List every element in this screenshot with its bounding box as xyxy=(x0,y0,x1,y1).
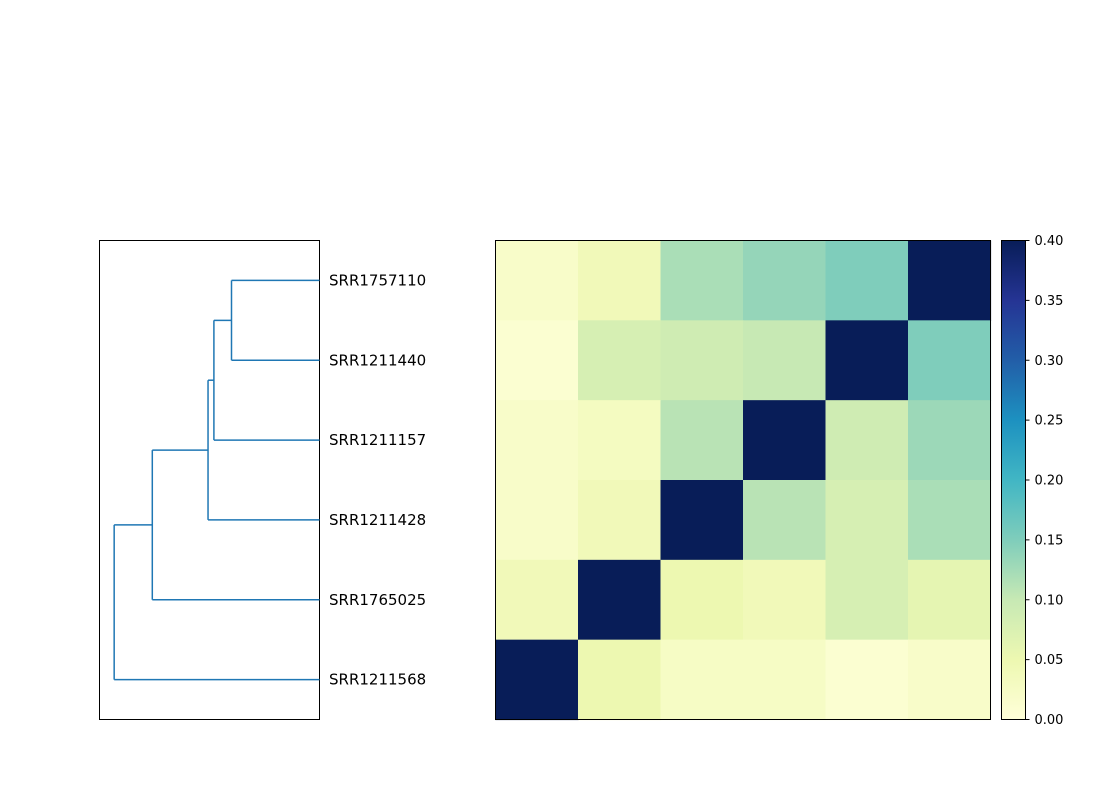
heatmap-cell xyxy=(578,480,662,561)
heatmap-cell xyxy=(908,639,992,721)
heatmap-cell xyxy=(495,559,579,641)
row-label: SRR1211157 xyxy=(329,431,426,449)
heatmap-cell xyxy=(660,639,744,721)
heatmap-cell xyxy=(908,320,992,401)
heatmap-cell xyxy=(825,639,909,721)
row-label: SRR1211440 xyxy=(329,351,426,369)
heatmap-cell xyxy=(825,480,909,561)
colorbar-gradient xyxy=(1001,240,1026,720)
heatmap-cell xyxy=(495,639,579,721)
colorbar: 0.00 0.05 0.10 0.15 0.20 0.25 0.30 0.35 0.40 xyxy=(1001,234,1064,728)
colorbar-tick-label: 0.20 xyxy=(1035,474,1064,489)
heatmap-cells xyxy=(495,240,992,721)
heatmap-cell xyxy=(825,559,909,641)
heatmap-cell xyxy=(578,559,662,641)
heatmap-cell xyxy=(743,400,827,481)
heatmap-cell xyxy=(743,320,827,401)
colorbar-tick-label: 0.35 xyxy=(1035,294,1064,309)
colorbar-tick-label: 0.15 xyxy=(1035,533,1064,548)
row-label: SRR1765025 xyxy=(329,591,426,609)
heatmap-panel xyxy=(495,240,992,721)
heatmap-cell xyxy=(825,320,909,401)
colorbar-tick-label: 0.40 xyxy=(1035,234,1064,249)
colorbar-tick-label: 0.30 xyxy=(1035,354,1064,369)
heatmap-cell xyxy=(660,240,744,321)
row-label: SRR1211568 xyxy=(329,671,426,689)
dendrogram-panel xyxy=(99,240,320,720)
heatmap-cell xyxy=(743,240,827,321)
heatmap-frame xyxy=(495,240,991,720)
row-label: SRR1757110 xyxy=(329,271,426,289)
heatmap-cell xyxy=(908,240,992,321)
heatmap-cell xyxy=(495,480,579,561)
heatmap-cell xyxy=(578,240,662,321)
colorbar-tick-label: 0.10 xyxy=(1035,593,1064,608)
heatmap-cell xyxy=(743,480,827,561)
row-label: SRR1211428 xyxy=(329,511,426,529)
colorbar-tick-label: 0.25 xyxy=(1035,414,1064,429)
colorbar-tick-label: 0.05 xyxy=(1035,653,1064,668)
dendrogram-frame xyxy=(99,240,320,720)
heatmap-cell xyxy=(743,639,827,721)
heatmap-cell xyxy=(660,480,744,561)
heatmap-cell xyxy=(825,240,909,321)
heatmap-cell xyxy=(495,320,579,401)
heatmap-cell xyxy=(578,320,662,401)
heatmap-cell xyxy=(578,639,662,721)
heatmap-cell xyxy=(908,400,992,481)
dendrogram-links xyxy=(113,279,320,681)
row-labels: SRR1757110 SRR1211440 SRR1211157 SRR1211428… xyxy=(329,271,426,688)
heatmap-cell xyxy=(660,559,744,641)
heatmap-cell xyxy=(825,400,909,481)
heatmap-cell xyxy=(660,400,744,481)
colorbar-ticks: 0.00 0.05 0.10 0.15 0.20 0.25 0.30 0.35 0.40 xyxy=(1025,234,1064,728)
heatmap-cell xyxy=(660,320,744,401)
heatmap-cell xyxy=(495,240,579,321)
heatmap-cell xyxy=(908,480,992,561)
heatmap-cell xyxy=(908,559,992,641)
heatmap-cell xyxy=(743,559,827,641)
heatmap-cell xyxy=(578,400,662,481)
heatmap-cell xyxy=(495,400,579,481)
colorbar-tick-label: 0.00 xyxy=(1035,713,1064,728)
